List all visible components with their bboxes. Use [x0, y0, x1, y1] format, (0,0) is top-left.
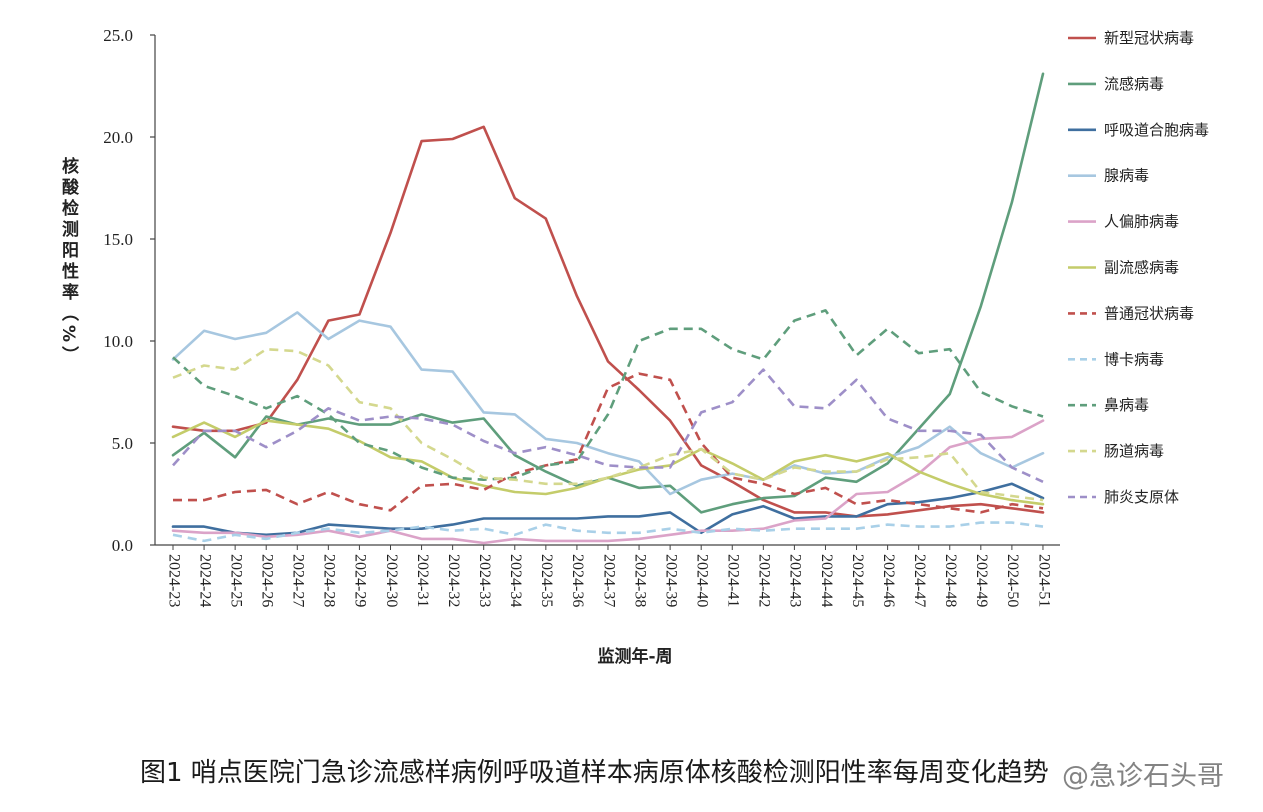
y-tick-label: 10.0 [103, 332, 133, 351]
x-tick-label: 2024-24 [196, 554, 213, 607]
x-tick-label: 2024-40 [694, 554, 711, 607]
series-line-mycoplasma-pneumoniae [172, 368, 1044, 483]
legend-item-bocavirus: 博卡病毒 [1068, 350, 1164, 368]
x-tick-label: 2024-28 [321, 554, 338, 607]
watermark: @急诊石头哥 [1062, 761, 1224, 792]
x-tick-label: 2024-29 [352, 554, 369, 607]
legend-label: 副流感病毒 [1104, 259, 1179, 277]
x-tick-label: 2024-48 [942, 554, 959, 607]
legend-item-seasonal-coronavirus: 普通冠状病毒 [1068, 304, 1194, 322]
x-tick-label: 2024-50 [1004, 554, 1021, 607]
legend-label: 腺病毒 [1104, 167, 1149, 185]
series-line-enterovirus [172, 347, 1044, 502]
figure-caption: 图1 哨点医院门急诊流感样病例呼吸道样本病原体核酸检测阳性率每周变化趋势 [140, 758, 1049, 788]
legend-label: 肺炎支原体 [1104, 488, 1179, 506]
legend-label: 新型冠状病毒 [1104, 29, 1194, 47]
x-tick-label: 2024-34 [507, 554, 524, 607]
series-line-adenovirus [171, 311, 1045, 496]
x-tick-label: 2024-46 [880, 554, 897, 607]
x-tick-label: 2024-27 [290, 554, 307, 607]
y-tick-label: 5.0 [112, 434, 133, 453]
x-axis-title: 监测年-周 [597, 646, 672, 667]
x-tick-label: 2024-37 [600, 554, 617, 607]
x-tick-label: 2024-32 [445, 554, 462, 607]
x-tick-label: 2024-51 [1035, 554, 1052, 607]
series-line-influenza [171, 72, 1045, 514]
y-tick-label: 0.0 [112, 536, 133, 555]
y-tick-label: 20.0 [103, 128, 133, 147]
y-axis-title: 核酸检测阳性率（%） [58, 156, 79, 367]
x-tick-label: 2024-26 [259, 554, 276, 607]
x-tick-label: 2024-36 [569, 554, 586, 607]
legend-item-influenza: 流感病毒 [1068, 75, 1164, 93]
legend-item-parainfluenza: 副流感病毒 [1068, 259, 1179, 277]
x-tick-label: 2024-42 [756, 554, 773, 607]
x-tick-label: 2024-47 [911, 554, 928, 607]
x-tick-label: 2024-35 [538, 554, 555, 607]
chart-axes: 0.0 5.0 10.0 15.0 20.0 25.0 2024-23 2024-24 2024… [103, 26, 1060, 607]
y-tick-label: 15.0 [103, 230, 133, 249]
series-line-hmpv [171, 419, 1045, 545]
legend-label: 博卡病毒 [1104, 350, 1164, 368]
legend-label: 肠道病毒 [1104, 442, 1164, 460]
legend-label: 鼻病毒 [1104, 396, 1149, 414]
legend-item-rsv: 呼吸道合胞病毒 [1068, 121, 1209, 139]
x-tick-label: 2024-33 [476, 554, 493, 607]
legend-item-adenovirus: 腺病毒 [1068, 167, 1149, 185]
legend-item-hmpv: 人偏肺病毒 [1068, 213, 1179, 231]
chart-legend: 新型冠状病毒流感病毒呼吸道合胞病毒腺病毒人偏肺病毒副流感病毒普通冠状病毒博卡病毒… [1068, 29, 1209, 506]
x-tick-label: 2024-39 [662, 554, 679, 607]
x-tick-label: 2024-30 [383, 554, 400, 607]
legend-label: 人偏肺病毒 [1104, 213, 1179, 231]
legend-item-sars-cov-2: 新型冠状病毒 [1068, 29, 1194, 47]
legend-label: 流感病毒 [1104, 75, 1164, 93]
x-tick-label: 2024-43 [787, 554, 804, 607]
x-tick-label: 2024-25 [227, 554, 244, 607]
series-line-seasonal-coronavirus [173, 372, 1044, 514]
series-line-parainfluenza [171, 419, 1045, 506]
series-line-rsv [171, 482, 1045, 537]
series-line-bocavirus [172, 521, 1044, 543]
legend-item-enterovirus: 肠道病毒 [1068, 442, 1164, 460]
series-line-rhinovirus [172, 309, 1044, 482]
legend-item-mycoplasma-pneumoniae: 肺炎支原体 [1068, 488, 1179, 506]
x-tick-label: 2024-31 [414, 554, 431, 607]
x-tick-label: 2024-38 [631, 554, 648, 607]
legend-label: 呼吸道合胞病毒 [1104, 121, 1209, 139]
x-tick-label: 2024-41 [725, 554, 742, 607]
legend-label: 普通冠状病毒 [1104, 304, 1194, 322]
x-tick-label: 2024-45 [849, 554, 866, 607]
series-line-sars-cov-2 [171, 125, 1045, 518]
y-tick-label: 25.0 [103, 26, 133, 45]
legend-item-rhinovirus: 鼻病毒 [1068, 396, 1149, 414]
x-tick-label: 2024-23 [165, 554, 182, 607]
chart-series [171, 72, 1045, 545]
x-tick-label: 2024-49 [973, 554, 990, 607]
x-tick-label: 2024-44 [818, 554, 835, 607]
